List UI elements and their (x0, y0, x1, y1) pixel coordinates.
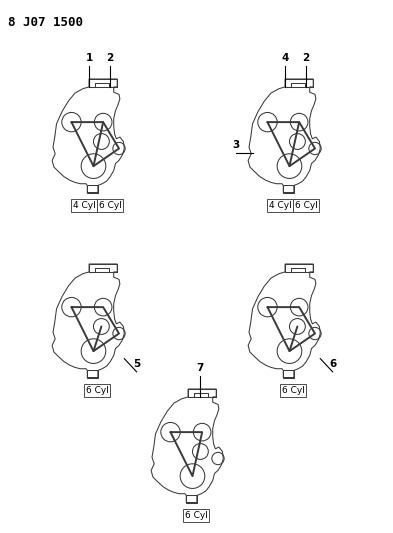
Text: 2: 2 (303, 53, 310, 63)
Bar (285, 79, 313, 87)
Text: 4 Cyl: 4 Cyl (269, 201, 291, 211)
Bar (186, 496, 197, 503)
Text: 2: 2 (107, 53, 114, 63)
Bar (87, 185, 98, 192)
Text: 6 Cyl: 6 Cyl (86, 386, 108, 395)
Text: 4 Cyl: 4 Cyl (73, 201, 95, 211)
Bar (89, 264, 117, 272)
Text: 3: 3 (232, 140, 239, 150)
Bar (285, 264, 313, 272)
Text: 1: 1 (85, 53, 93, 63)
Bar (283, 185, 294, 192)
Text: 6 Cyl: 6 Cyl (295, 201, 318, 211)
Text: 4: 4 (281, 53, 289, 63)
Text: 7: 7 (196, 363, 203, 373)
Text: 5: 5 (133, 359, 140, 369)
Bar (87, 370, 98, 377)
Bar (283, 370, 294, 377)
Text: 8 J07 1500: 8 J07 1500 (8, 16, 83, 29)
Text: 6 Cyl: 6 Cyl (99, 201, 121, 211)
Text: 6 Cyl: 6 Cyl (185, 511, 208, 520)
Bar (89, 79, 117, 87)
Bar (188, 389, 216, 397)
Text: 6 Cyl: 6 Cyl (281, 386, 305, 395)
Text: 6: 6 (329, 359, 336, 369)
